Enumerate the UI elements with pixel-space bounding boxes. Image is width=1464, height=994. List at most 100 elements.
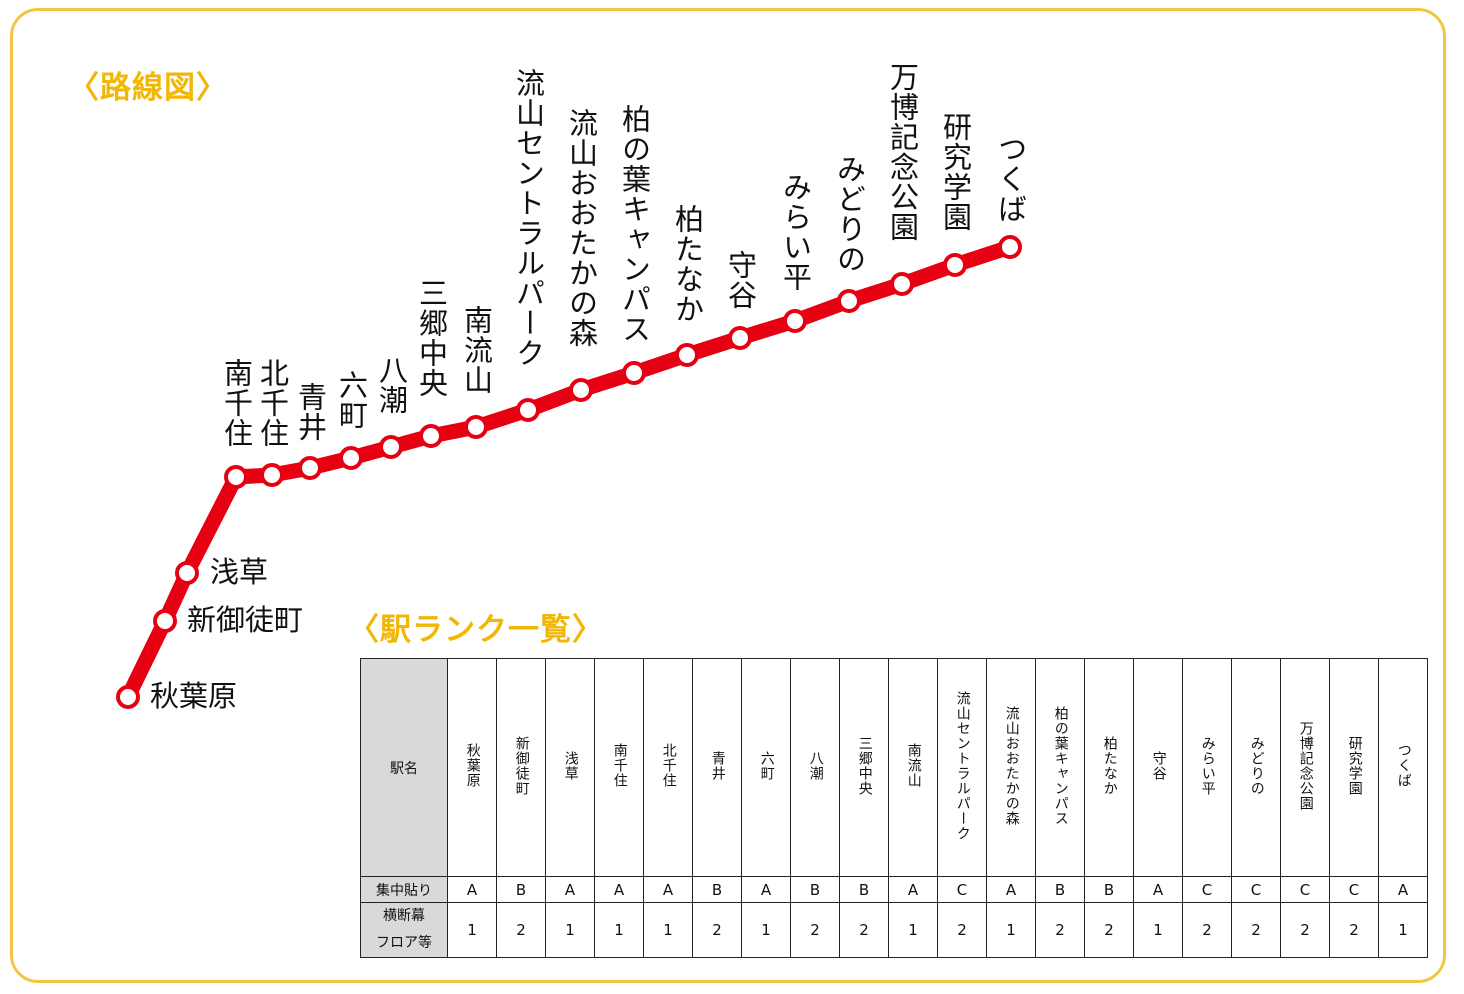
table-cell-banner: 2 — [1182, 902, 1232, 958]
table-cell-station-name: 青井 — [692, 658, 742, 877]
table-cell-concentrated: B — [496, 876, 546, 903]
row-label-banner-line2: フロア等 — [376, 935, 432, 951]
station-name-text: つくば — [1395, 743, 1412, 788]
table-cell-station-name: 南流山 — [888, 658, 938, 877]
station-marker — [260, 463, 284, 487]
table-cell-concentrated: B — [1035, 876, 1085, 903]
station-name-text: 浅草 — [562, 750, 579, 781]
table-cell-banner: 2 — [1084, 902, 1134, 958]
station-marker — [837, 289, 861, 313]
table-cell-banner: 2 — [1035, 902, 1085, 958]
station-name-text: 北千住 — [660, 743, 677, 788]
table-cell-concentrated: C — [1182, 876, 1232, 903]
station-label: 守谷 — [723, 250, 758, 310]
table-cell-banner: 1 — [594, 902, 644, 958]
table-cell-station-name: つくば — [1378, 658, 1428, 877]
station-label: 青井 — [293, 382, 328, 442]
station-marker — [175, 561, 199, 585]
table-cell-concentrated: B — [692, 876, 742, 903]
station-marker — [890, 272, 914, 296]
table-cell-banner: 2 — [692, 902, 742, 958]
station-name-text: 秋葉原 — [464, 743, 481, 788]
station-name-text: 南千住 — [611, 743, 628, 788]
station-marker — [116, 685, 140, 709]
table-cell-banner: 2 — [839, 902, 889, 958]
row-label-concentrated: 集中貼り — [360, 876, 448, 903]
station-marker — [153, 609, 177, 633]
table-cell-station-name: 流山セントラルパーク — [937, 658, 987, 877]
table-cell-concentrated: B — [790, 876, 840, 903]
table-cell-banner: 2 — [1231, 902, 1281, 958]
table-cell-banner: 2 — [937, 902, 987, 958]
station-marker — [783, 309, 807, 333]
station-label: 八潮 — [374, 355, 409, 415]
table-cell-station-name: 三郷中央 — [839, 658, 889, 877]
station-marker — [464, 415, 488, 439]
station-label: 南流山 — [459, 305, 494, 395]
station-name-text: 流山おおたかの森 — [1003, 705, 1020, 826]
table-cell-concentrated: B — [839, 876, 889, 903]
station-marker — [379, 435, 403, 459]
station-name-text: 南流山 — [905, 743, 922, 788]
table-cell-banner: 1 — [1378, 902, 1428, 958]
station-label: 流山おおたかの森 — [564, 108, 599, 348]
station-label: 三郷中央 — [414, 278, 449, 398]
table-cell-concentrated: A — [545, 876, 595, 903]
station-name-text: みどりの — [1248, 735, 1265, 796]
table-cell-concentrated: A — [594, 876, 644, 903]
station-name-text: みらい平 — [1199, 735, 1216, 796]
table-row-station-names: 駅名 秋葉原 新御徒町 浅草 南千住 北千住 青井 六町 八潮 三郷中央 南流山 流山セントラルパー… — [360, 658, 1428, 877]
station-marker — [998, 235, 1022, 259]
table-cell-banner: 1 — [741, 902, 791, 958]
table-cell-station-name: みどりの — [1231, 658, 1281, 877]
table-cell-station-name: 新御徒町 — [496, 658, 546, 877]
station-rank-table: 駅名 秋葉原 新御徒町 浅草 南千住 北千住 青井 六町 八潮 三郷中央 南流山 流山セントラルパー… — [360, 658, 1428, 958]
station-label: 流山セントラルパーク — [511, 68, 546, 368]
table-cell-station-name: 秋葉原 — [447, 658, 497, 877]
table-cell-station-name: 柏の葉キャンパス — [1035, 658, 1085, 877]
table-cell-banner: 1 — [1133, 902, 1183, 958]
station-marker — [728, 326, 752, 350]
station-name-text: 柏の葉キャンパス — [1052, 705, 1069, 826]
station-label: 柏の葉キャンパス — [617, 104, 652, 344]
card-frame — [10, 8, 1446, 983]
station-name-text: 流山セントラルパーク — [954, 690, 971, 841]
station-label: みどりの — [832, 154, 867, 274]
table-cell-station-name: みらい平 — [1182, 658, 1232, 877]
table-cell-concentrated: A — [1378, 876, 1428, 903]
station-name-text: 青井 — [709, 750, 726, 781]
station-label: 北千住 — [255, 358, 290, 448]
table-cell-banner: 2 — [790, 902, 840, 958]
table-cell-concentrated: A — [1133, 876, 1183, 903]
table-cell-station-name: 柏たなか — [1084, 658, 1134, 877]
station-label: 秋葉原 — [150, 679, 238, 713]
station-marker — [622, 361, 646, 385]
station-label: みらい平 — [778, 172, 813, 292]
station-label: 万博記念公園 — [885, 62, 920, 242]
table-cell-concentrated: A — [643, 876, 693, 903]
table-cell-concentrated: B — [1084, 876, 1134, 903]
station-name-text: 柏たなか — [1101, 735, 1118, 796]
station-label: 六町 — [334, 370, 369, 430]
station-label: 研究学園 — [938, 112, 973, 232]
table-cell-concentrated: A — [888, 876, 938, 903]
table-cell-station-name: 万博記念公園 — [1280, 658, 1330, 877]
table-cell-banner: 1 — [545, 902, 595, 958]
table-cell-concentrated: C — [1280, 876, 1330, 903]
table-cell-concentrated: C — [1329, 876, 1379, 903]
table-cell-station-name: 浅草 — [545, 658, 595, 877]
station-label: 柏たなか — [670, 204, 705, 324]
station-label: 南千住 — [219, 358, 254, 448]
table-cell-banner: 2 — [1280, 902, 1330, 958]
station-label: 新御徒町 — [187, 603, 304, 637]
station-marker — [943, 253, 967, 277]
station-label: つくば — [993, 134, 1028, 224]
table-cell-station-name: 北千住 — [643, 658, 693, 877]
station-name-text: 研究学園 — [1346, 735, 1363, 796]
table-cell-banner: 1 — [643, 902, 693, 958]
station-marker — [516, 398, 540, 422]
table-cell-station-name: 八潮 — [790, 658, 840, 877]
